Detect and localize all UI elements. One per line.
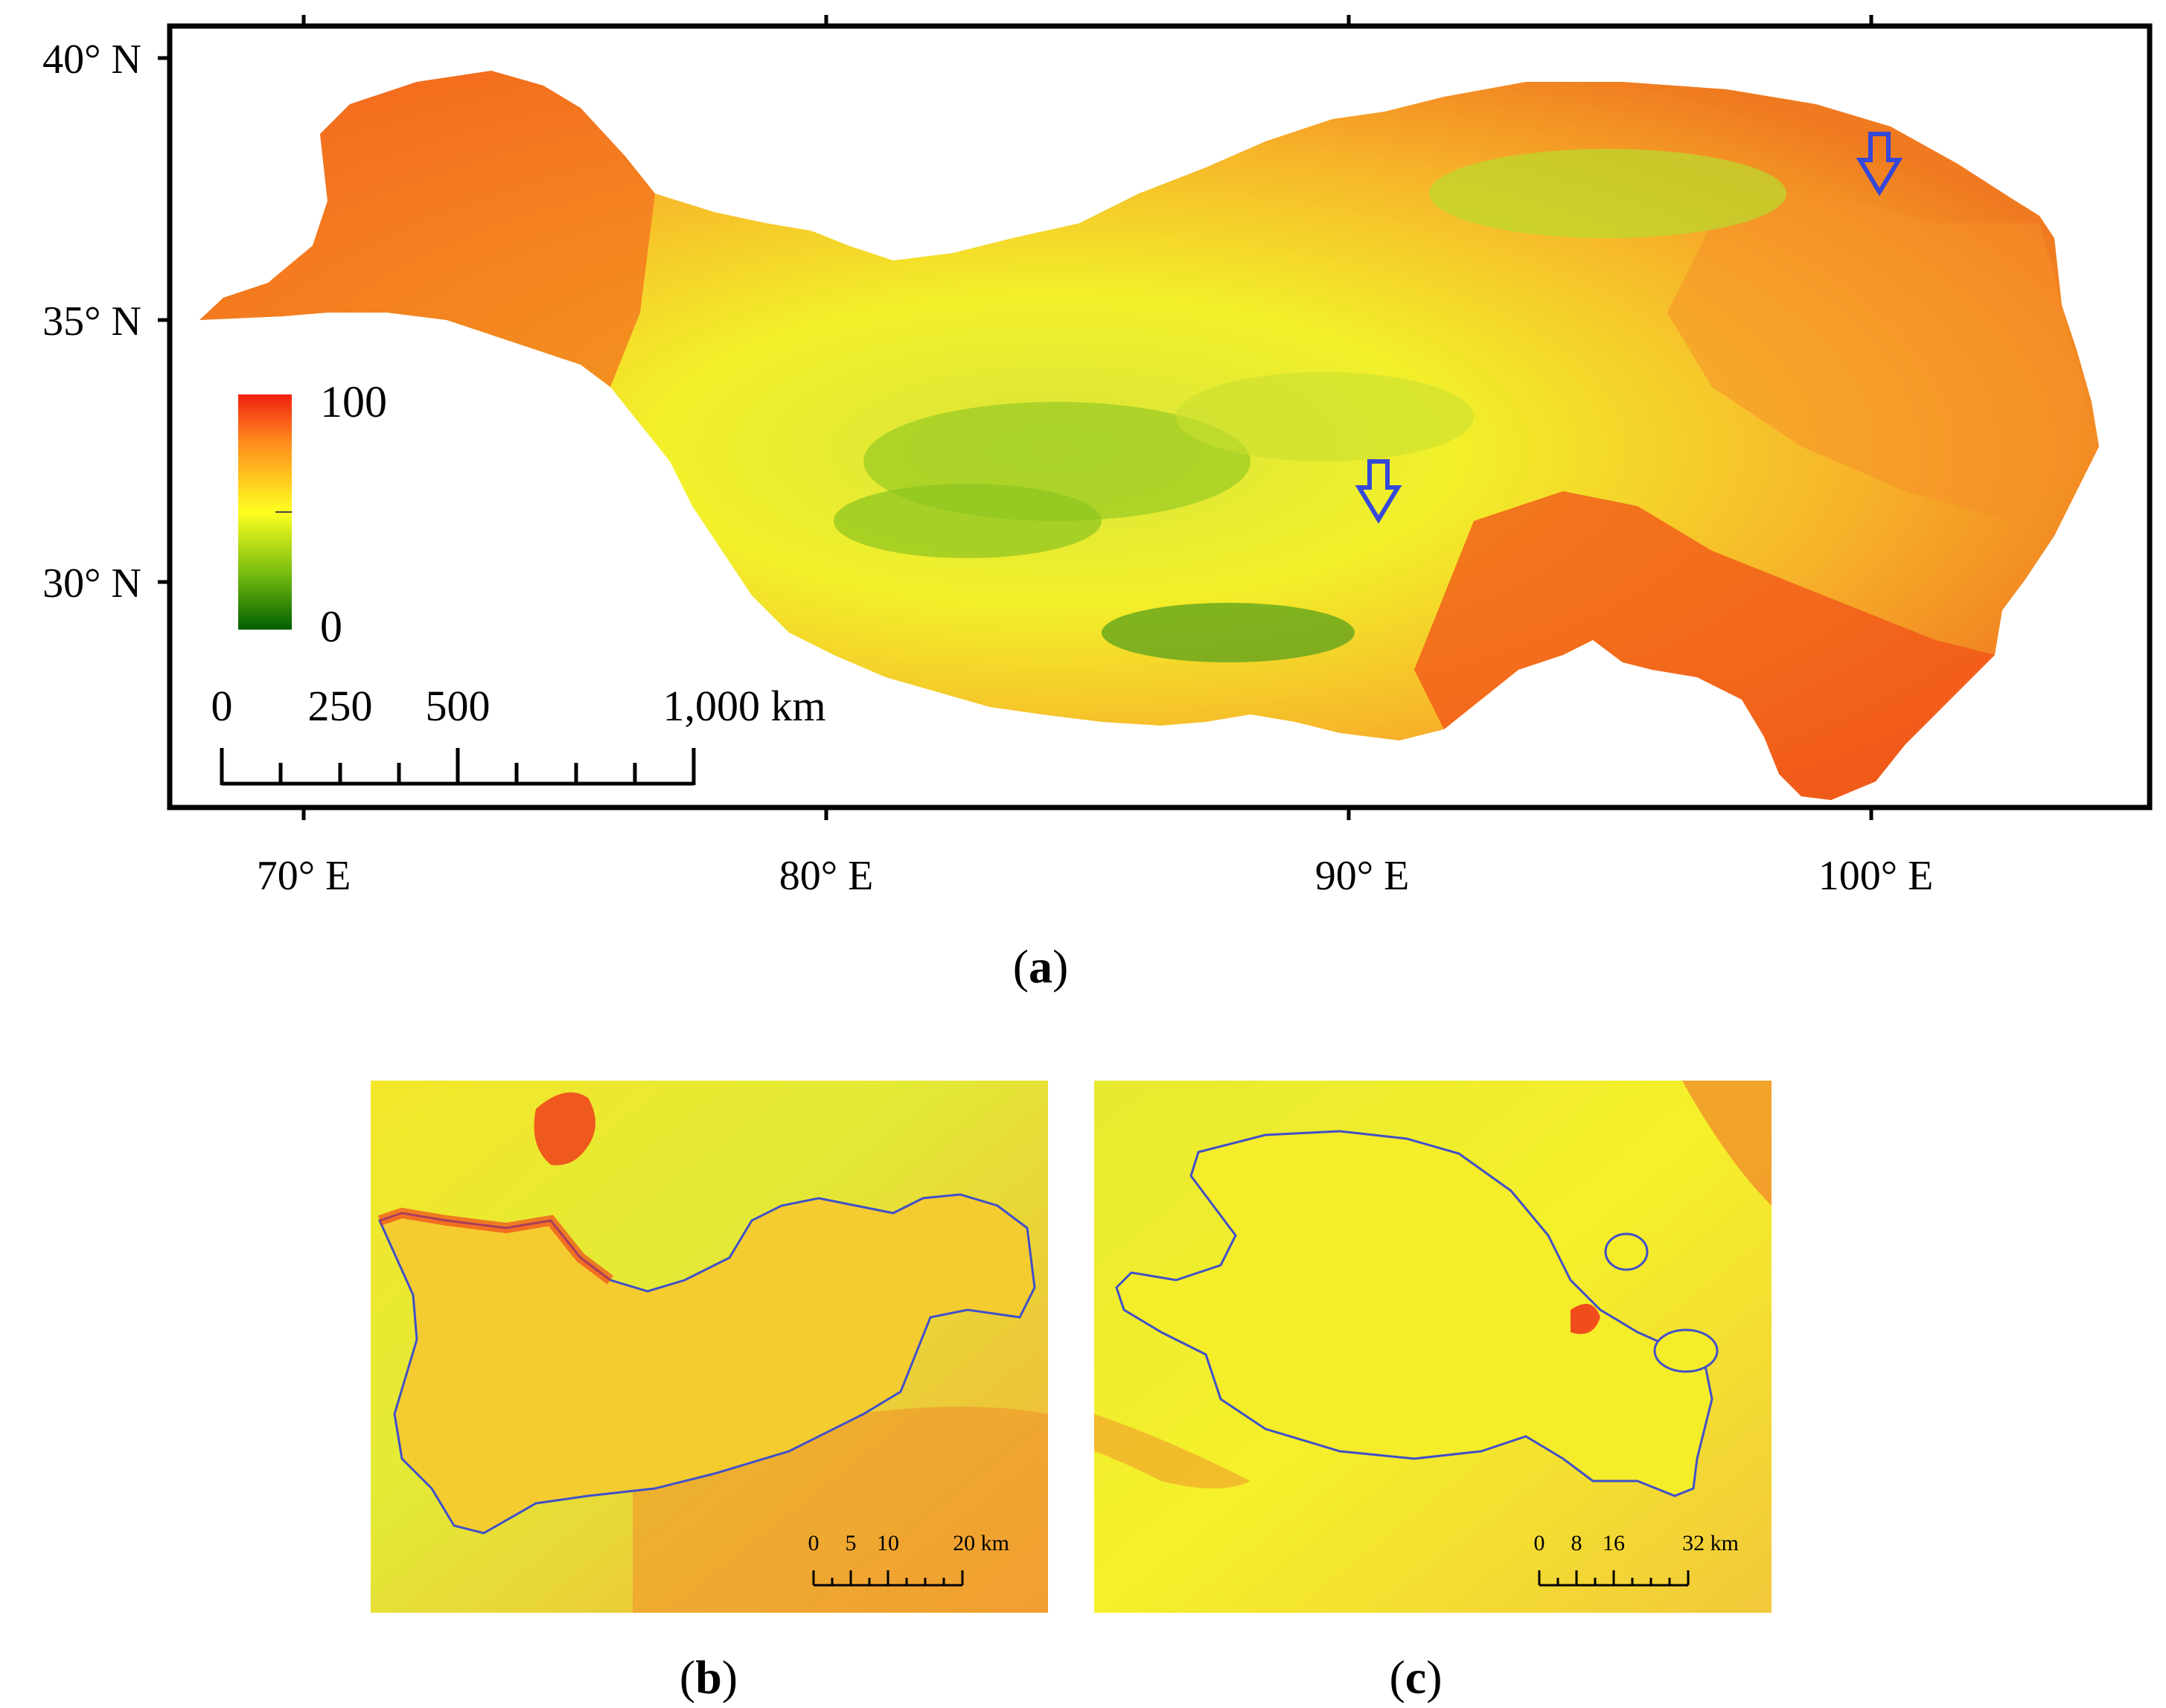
- down-arrow-icon: [1856, 132, 1903, 196]
- scalebar-label: 250: [308, 682, 373, 730]
- lat-label: 35° N: [42, 298, 141, 345]
- scalebar-label: 0: [1534, 1531, 1545, 1555]
- lat-label: 40° N: [42, 36, 141, 83]
- lake-outline-b: [377, 1193, 1036, 1535]
- lon-label: 70° E: [257, 853, 351, 899]
- scalebar-ticks: [220, 748, 696, 786]
- scalebar-label: 20 km: [953, 1531, 1009, 1555]
- lat-label: 30° N: [42, 560, 141, 607]
- small-lake: [1604, 1232, 1649, 1271]
- scalebar-a: 0 250 500 1,000 km: [211, 682, 826, 786]
- scalebar-label: 5: [846, 1531, 857, 1555]
- caption-b: (b): [680, 1651, 738, 1704]
- scalebar-label: 1,000 km: [662, 682, 825, 730]
- legend-min-label: 0: [320, 602, 342, 651]
- panel-a: 40° N 35° N 30° N 70° E 80° E 90° E 100°…: [42, 15, 2153, 993]
- down-arrow-icon: [1355, 459, 1402, 524]
- red-patch: [1571, 1304, 1600, 1334]
- lake-outline-c: [1115, 1130, 1713, 1497]
- scalebar-c: 0 8 16 32 km: [1534, 1531, 1739, 1587]
- green-patch: [1176, 372, 1474, 461]
- lon-label: 100° E: [1818, 853, 1934, 899]
- caption-a: (a): [1013, 940, 1069, 993]
- small-lake: [1653, 1328, 1719, 1373]
- caption-c: (c): [1389, 1651, 1442, 1704]
- lon-label: 80° E: [779, 853, 874, 899]
- green-patch: [1429, 149, 1786, 238]
- scalebar-label: 0: [211, 682, 233, 730]
- lon-label: 90° E: [1315, 853, 1410, 899]
- panel-c: 0 8 16 32 km (c): [1094, 1081, 1772, 1704]
- panel-b: 0 5 10 20 km (b): [371, 1081, 1048, 1704]
- green-patch: [834, 484, 1102, 558]
- southeast-hot-zone: [1414, 491, 1995, 800]
- green-patch: [1102, 603, 1355, 662]
- latitude-axis: 40° N 35° N 30° N: [42, 36, 170, 607]
- scalebar-ticks: [1538, 1570, 1690, 1587]
- color-legend: 100 0: [238, 377, 387, 651]
- longitude-axis: 70° E 80° E 90° E 100° E: [257, 15, 1934, 899]
- scalebar-ticks: [812, 1570, 964, 1587]
- scalebar-label: 500: [426, 682, 491, 730]
- scalebar-b: 0 5 10 20 km: [808, 1531, 1009, 1587]
- lake-shore-red: [377, 1207, 614, 1285]
- east-warm-zone: [1667, 193, 2084, 521]
- orange-zone: [1094, 1414, 1250, 1488]
- legend-max-label: 100: [320, 377, 387, 426]
- red-patch: [534, 1092, 595, 1165]
- scalebar-label: 0: [808, 1531, 820, 1555]
- orange-zone: [1682, 1081, 1772, 1206]
- scalebar-label: 8: [1571, 1531, 1582, 1555]
- west-hot-zone: [199, 71, 655, 387]
- scalebar-label: 32 km: [1682, 1531, 1739, 1555]
- scalebar-label: 10: [877, 1531, 899, 1555]
- scalebar-label: 16: [1603, 1531, 1625, 1555]
